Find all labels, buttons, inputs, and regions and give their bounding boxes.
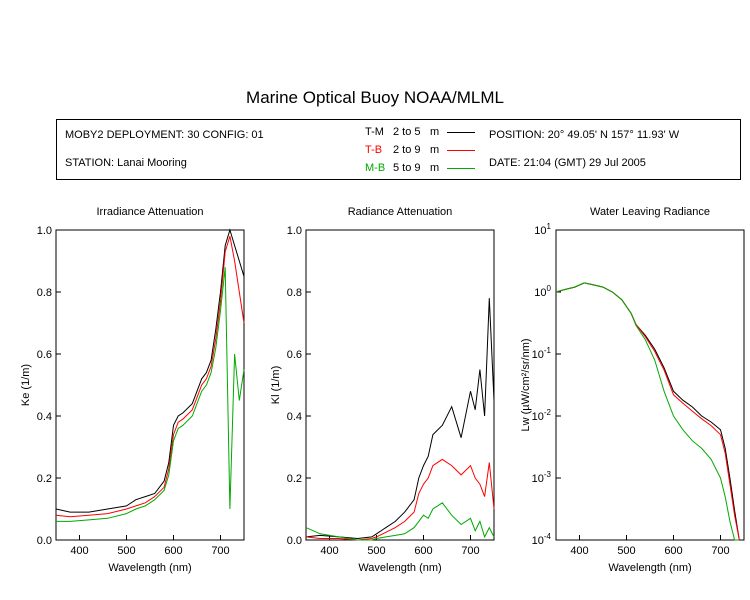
y-tick-label: 1.0 [37,225,52,237]
chart-title: Water Leaving Radiance [590,206,710,218]
y-axis-label: Ke (1/m) [20,364,32,406]
y-tick-label: 10-1 [532,346,552,361]
x-tick-label: 600 [414,545,432,557]
chart-frame [55,229,245,541]
y-axis-label: Lw (µW/cm²/sr/nm) [520,338,532,431]
y-tick-label: 0.2 [287,473,302,485]
x-tick-label: 500 [367,545,385,557]
y-tick-label: 0.8 [37,287,52,299]
legend-unit-tb: m [430,144,440,156]
x-tick-label: 700 [211,545,229,557]
position-text: POSITION: 20° 49.05' N 157° 11.93' W [489,129,680,141]
y-tick-label: 0.2 [37,473,52,485]
y-tick-label: 10-3 [532,470,552,485]
chart-title: Irradiance Attenuation [96,206,203,218]
x-tick-label: 700 [461,545,479,557]
y-tick-label: 1.0 [287,225,302,237]
legend-unit-mb: m [430,162,440,174]
legend-key-tm: T-M [365,126,384,138]
x-axis-label: Wavelength (nm) [108,562,191,574]
y-tick-label: 10-2 [532,408,552,423]
series-line-m-b [555,282,740,541]
y-tick-label: 0.8 [287,287,302,299]
legend-unit-tm: m [430,126,440,138]
legend-line-mb [447,168,475,169]
legend-range-tb: 2 to 9 [393,144,421,156]
y-tick-label: 0.6 [37,349,52,361]
x-tick-label: 400 [320,545,338,557]
y-tick-label: 0.6 [287,349,302,361]
y-tick-label: 0.0 [287,535,302,547]
chart-frame [305,229,495,541]
legend-range-mb: 5 to 9 [393,162,421,174]
x-tick-label: 500 [117,545,135,557]
date-text: DATE: 21:04 (GMT) 29 Jul 2005 [489,157,646,169]
x-tick-label: 400 [570,545,588,557]
series-line-m-b [305,502,495,541]
y-tick-label: 0.0 [37,535,52,547]
legend-range-tm: 2 to 5 [393,126,421,138]
x-axis-label: Wavelength (nm) [358,562,441,574]
series-line-t-b [555,282,740,541]
legend-key-tb: T-B [365,144,383,156]
y-tick-label: 10-4 [532,532,552,547]
x-axis-label: Wavelength (nm) [608,562,691,574]
x-tick-label: 500 [617,545,635,557]
series-line-t-b [305,458,495,541]
series-line-t-m [55,228,245,513]
y-tick-label: 101 [534,222,551,237]
y-axis-label: Kl (1/m) [270,366,282,405]
series-line-t-m [305,298,495,540]
x-tick-label: 600 [664,545,682,557]
x-tick-label: 600 [164,545,182,557]
legend-line-tm [447,132,475,133]
x-tick-label: 700 [711,545,729,557]
legend-key-mb: M-B [365,162,386,174]
y-tick-label: 0.4 [37,411,52,423]
chart-title: Radiance Attenuation [348,206,453,218]
series-line-t-b [55,236,245,518]
info-box: MOBY2 DEPLOYMENT: 30 CONFIG: 01 STATION:… [56,119,741,180]
y-tick-label: 100 [534,284,551,299]
chart-main-title: Marine Optical Buoy NOAA/MLML [246,88,504,107]
chart-frame [555,229,745,541]
station-text: STATION: Lanai Mooring [65,157,187,169]
y-tick-label: 0.4 [287,411,302,423]
series-line-m-b [56,267,245,522]
x-tick-label: 400 [70,545,88,557]
legend-line-tb [447,150,475,151]
deployment-text: MOBY2 DEPLOYMENT: 30 CONFIG: 01 [65,129,264,141]
series-line-t-m [555,282,740,541]
